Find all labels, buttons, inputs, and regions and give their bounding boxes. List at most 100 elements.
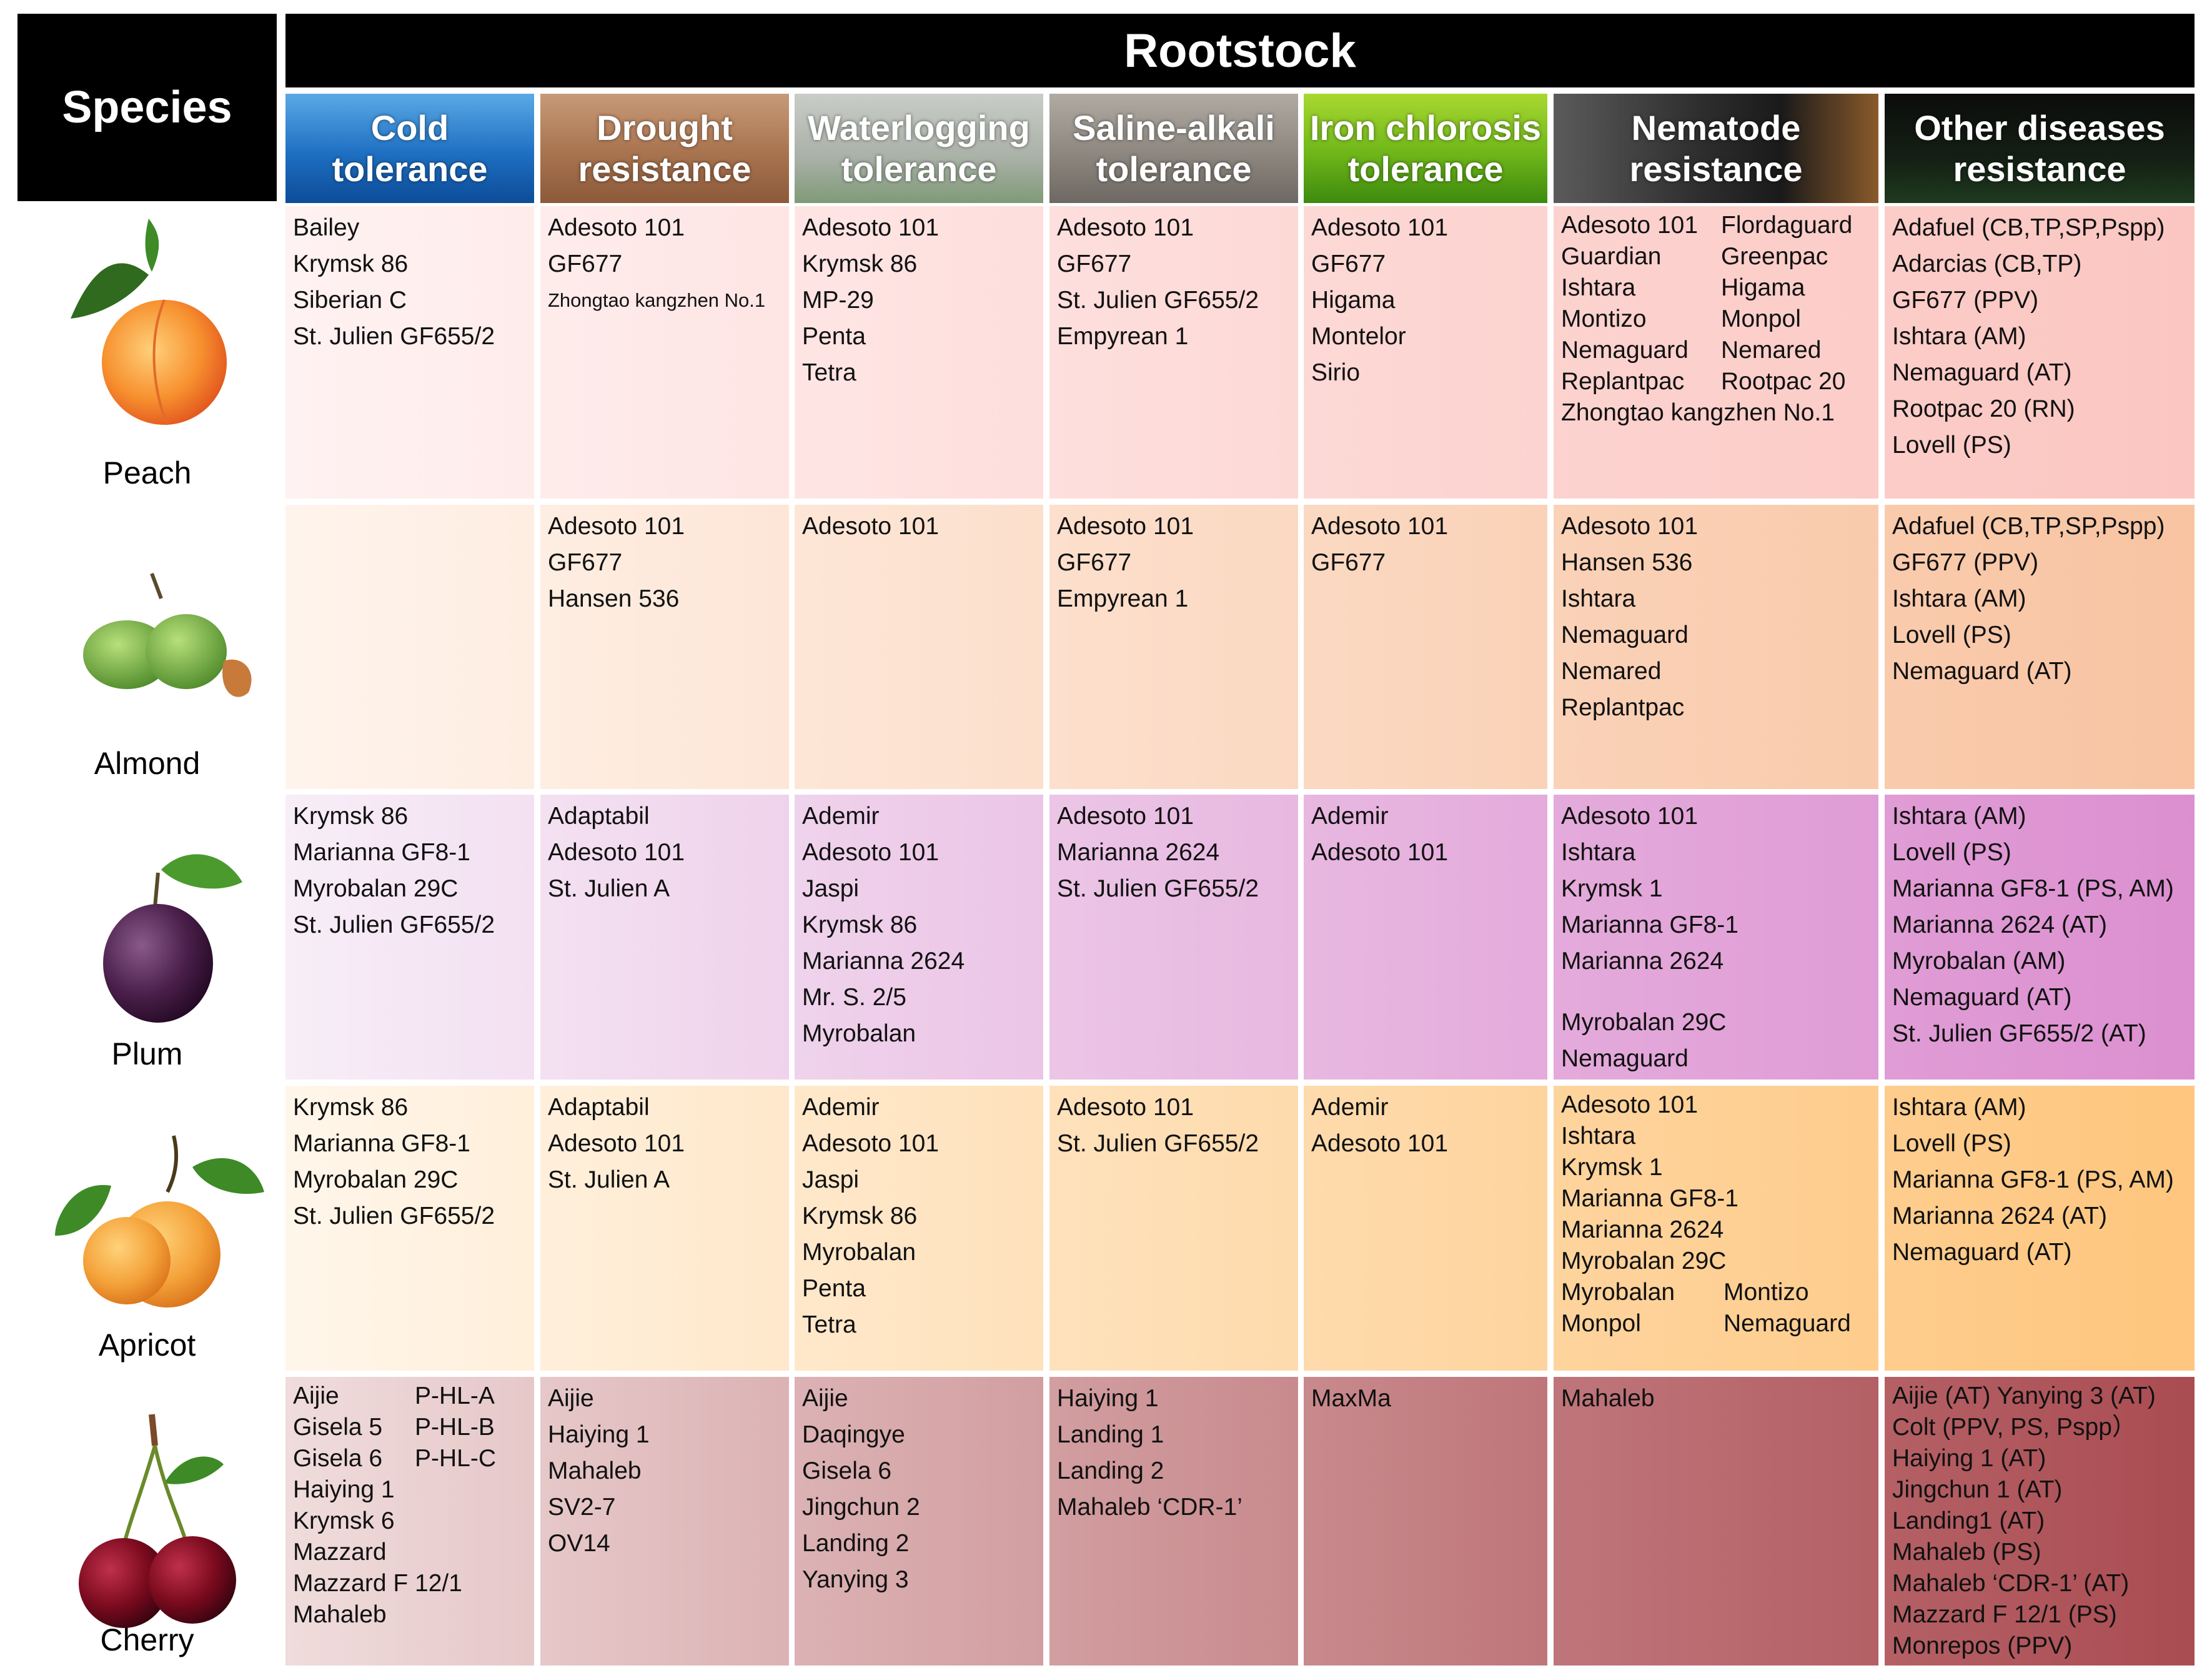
rootstock-item: Montizo bbox=[1561, 305, 1647, 332]
species-label: Apricot bbox=[98, 1328, 196, 1363]
rootstock-item: Adesoto 101 bbox=[1057, 1094, 1194, 1121]
species-cell-plum: Plum bbox=[17, 795, 277, 1080]
rootstock-item: Ademir bbox=[802, 803, 880, 830]
rootstock-item: GF677 bbox=[1057, 549, 1132, 576]
rootstock-item: Adesoto 101 bbox=[1311, 214, 1449, 241]
rootstock-item: Adaptabil bbox=[548, 1094, 650, 1121]
species-cell-cherry: Cherry bbox=[17, 1377, 277, 1666]
rootstock-item: Mahaleb (PS) bbox=[1892, 1539, 2041, 1566]
apricot-icon bbox=[55, 1135, 264, 1308]
rootstock-item: St. Julien GF655/2 bbox=[1057, 1130, 1259, 1157]
cell-plum-trait-5: Ademir Adesoto 101 bbox=[1304, 795, 1547, 1080]
rootstock-item: St. Julien A bbox=[548, 875, 670, 902]
rootstock-item: Haiying 1 bbox=[1057, 1385, 1159, 1412]
rootstock-item: Sirio bbox=[1311, 359, 1361, 386]
rootstock-item: Myrobalan 29C bbox=[1561, 1248, 1727, 1274]
rootstock-item: Adesoto 101 bbox=[1561, 1091, 1699, 1118]
rootstock-item: OV14 bbox=[548, 1530, 610, 1557]
cell-plum-trait-3: Ademir Adesoto 101 Jaspi Krymsk 86 Marianna … bbox=[795, 795, 1043, 1080]
rootstock-item: Adesoto 101 bbox=[802, 513, 940, 540]
rootstock-item: Marianna GF8-1 bbox=[1561, 1185, 1738, 1212]
rootstock-item: Adesoto 101 bbox=[1311, 513, 1449, 540]
cell-almond-trait-6: Adesoto 101 Hansen 536 Ishtara Nemaguard Nem… bbox=[1554, 505, 1878, 789]
rootstock-item: Landing 2 bbox=[802, 1530, 910, 1557]
rootstock-item: Adesoto 101 bbox=[1057, 803, 1194, 830]
rootstock-item: Adafuel (CB,TP,SP,Pspp) bbox=[1892, 513, 2165, 540]
cell-apricot-trait-2: Adaptabil Adesoto 101 St. Julien A bbox=[540, 1086, 789, 1371]
rootstock-item: Mahaleb ‘CDR-1’ bbox=[1057, 1494, 1242, 1521]
rootstock-item: Nemaguard bbox=[1561, 337, 1689, 364]
cell-almond-trait-2: Adesoto 101 GF677 Hansen 536 bbox=[540, 505, 789, 789]
rootstock-item: Landing 2 bbox=[1057, 1457, 1164, 1484]
rootstock-item: Adesoto 101 bbox=[548, 839, 685, 866]
rootstock-item: Ademir bbox=[1311, 1094, 1389, 1121]
rootstock-item: Ishtara bbox=[1561, 839, 1636, 866]
rootstock-item: St. Julien GF655/2 bbox=[293, 323, 495, 350]
rootstock-item: Marianna 2624 bbox=[1561, 948, 1724, 975]
rootstock-item: Aijie bbox=[548, 1385, 594, 1412]
rootstock-item: Nemaguard (AT) bbox=[1892, 1239, 2072, 1266]
rootstock-item: Adesoto 101 bbox=[1311, 839, 1449, 866]
rootstock-item: Lovell (PS) bbox=[1892, 432, 2011, 459]
rootstock-item: P-HL-B bbox=[415, 1414, 495, 1441]
rootstock-item: Adesoto 101 bbox=[1311, 1130, 1449, 1157]
rootstock-item: Myrobalan 29C bbox=[1561, 1009, 1727, 1036]
rootstock-item: Nemared bbox=[1721, 337, 1822, 364]
cell-plum-trait-2: Adaptabil Adesoto 101 St. Julien A bbox=[540, 795, 789, 1080]
rootstock-item: Montizo bbox=[1723, 1279, 1809, 1306]
rootstock-item: Marianna GF8-1 bbox=[293, 1130, 470, 1157]
trait-label: Iron chlorosis tolerance bbox=[1309, 107, 1542, 189]
rootstock-item: Krymsk 1 bbox=[1561, 875, 1663, 902]
species-label: Peach bbox=[102, 455, 192, 490]
rootstock-item: Krymsk 86 bbox=[293, 1094, 409, 1121]
rootstock-item: Myrobalan 29C bbox=[293, 875, 459, 902]
cherry-icon bbox=[79, 1414, 236, 1628]
rootstock-item: Adesoto 101 bbox=[802, 839, 940, 866]
cell-cherry-trait-5: MaxMa bbox=[1304, 1377, 1547, 1666]
rootstock-item: Adesoto 101 bbox=[548, 214, 685, 241]
cell-cherry-trait-6: Mahaleb bbox=[1554, 1377, 1878, 1666]
trait-header-5: Iron chlorosis tolerance bbox=[1304, 94, 1547, 203]
cell-peach-trait-7: Adafuel (CB,TP,SP,Pspp) Adarcias (CB,TP) G… bbox=[1885, 206, 2195, 499]
cell-plum-trait-6: Adesoto 101 Ishtara Krymsk 1 Marianna GF8-1… bbox=[1554, 795, 1878, 1080]
rootstock-item: Marianna GF8-1 (PS, AM) bbox=[1892, 875, 2174, 902]
rootstock-item: Guardian bbox=[1561, 243, 1662, 270]
rootstock-item: Gisela 5 bbox=[293, 1414, 383, 1441]
trait-header-2: Drought resistance bbox=[540, 94, 789, 203]
rootstock-item: GF677 bbox=[548, 251, 623, 277]
rootstock-item: St. Julien GF655/2 bbox=[1057, 875, 1259, 902]
rootstock-item: Marianna 2624 bbox=[1561, 1216, 1724, 1243]
rootstock-item: Zhongtao kangzhen No.1 bbox=[1561, 399, 1835, 426]
rootstock-item: Monpol bbox=[1721, 305, 1801, 332]
rootstock-item: Ishtara (AM) bbox=[1892, 323, 2026, 350]
rootstock-item: Mahaleb bbox=[548, 1457, 642, 1484]
rootstock-item: Adesoto 101 bbox=[1057, 214, 1194, 241]
rootstock-item: Adesoto 101 bbox=[548, 513, 685, 540]
cell-almond-trait-5: Adesoto 101 GF677 bbox=[1304, 505, 1547, 789]
rootstock-item: Adaptabil bbox=[548, 803, 650, 830]
rootstock-item: Adesoto 101 bbox=[1561, 803, 1699, 830]
cell-apricot-trait-6: Adesoto 101 Ishtara Krymsk 1 Marianna GF8-1… bbox=[1554, 1086, 1878, 1371]
cell-apricot-trait-1: Krymsk 86 Marianna GF8-1 Myrobalan 29C St. … bbox=[285, 1086, 534, 1371]
rootstock-item: Nemared bbox=[1561, 658, 1662, 685]
rootstock-item: Haiying 1 bbox=[293, 1476, 395, 1503]
rootstock-item: Gisela 6 bbox=[293, 1445, 383, 1472]
rootstock-item: Mazzard bbox=[293, 1539, 387, 1566]
rootstock-item: St. Julien GF655/2 bbox=[293, 1203, 495, 1229]
rootstock-item: Mazzard F 12/1 (PS) bbox=[1892, 1601, 2117, 1628]
rootstock-item: Krymsk 86 bbox=[293, 251, 409, 277]
cell-apricot-trait-4: Adesoto 101 St. Julien GF655/2 bbox=[1049, 1086, 1298, 1371]
rootstock-item: Myrobalan bbox=[1561, 1279, 1675, 1306]
rootstock-item: Jaspi bbox=[802, 1166, 860, 1193]
cell-cherry-trait-7: Aijie (AT) Yanying 3 (AT) Colt (PPV, PS, … bbox=[1885, 1377, 2195, 1666]
rootstock-item: Aijie bbox=[293, 1383, 339, 1409]
rootstock-item: Krymsk 86 bbox=[802, 1203, 918, 1229]
rootstock-item: Adesoto 101 bbox=[802, 214, 940, 241]
rootstock-item: Ishtara (AM) bbox=[1892, 803, 2026, 830]
rootstock-item: GF677 (PPV) bbox=[1892, 287, 2039, 314]
cell-cherry-trait-4: Haiying 1 Landing 1 Landing 2 Mahaleb ‘CDR-… bbox=[1049, 1377, 1298, 1666]
cell-peach-trait-3: Adesoto 101 Krymsk 86 MP-29 Penta Tetra bbox=[795, 206, 1043, 499]
rootstock-item: St. Julien GF655/2 bbox=[293, 911, 495, 938]
rootstock-item: Ishtara (AM) bbox=[1892, 585, 2026, 612]
trait-label: Cold tolerance bbox=[332, 107, 488, 189]
